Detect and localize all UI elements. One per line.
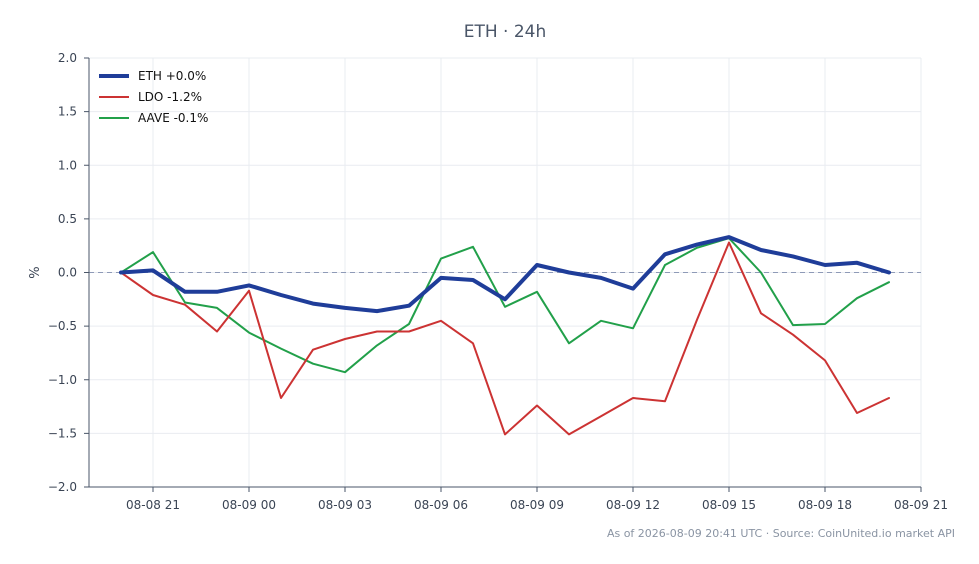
y-tick-label: 0.5 [58, 212, 77, 226]
y-tick-label: 0.0 [58, 266, 77, 280]
x-tick-label: 08-09 06 [414, 498, 468, 512]
y-axis-ticks: 2.0 1.5 1.0 0.5 0.0 −0.5 −1.0 −1.5 −2.0 [48, 51, 89, 494]
x-tick-label: 08-09 00 [222, 498, 276, 512]
y-tick-label: −0.5 [48, 319, 77, 333]
legend: ETH +0.0% LDO -1.2% AAVE -0.1% [99, 69, 208, 125]
source-footer: As of 2026-08-09 20:41 UTC · Source: Coi… [607, 527, 955, 540]
x-axis-ticks: 08-08 21 08-09 00 08-09 03 08-09 06 08-09 09… [126, 487, 948, 512]
y-tick-label: −1.5 [48, 426, 77, 440]
series-line-aave [120, 237, 890, 374]
x-tick-label: 08-09 15 [702, 498, 756, 512]
x-tick-label: 08-09 21 [894, 498, 948, 512]
y-tick-label: 1.5 [58, 105, 77, 119]
x-tick-label: 08-09 09 [510, 498, 564, 512]
chart-title: ETH · 24h [464, 22, 547, 42]
x-tick-label: 08-09 12 [606, 498, 660, 512]
series-line-eth [119, 235, 891, 314]
x-tick-label: 08-09 18 [798, 498, 852, 512]
y-tick-label: 2.0 [58, 51, 77, 65]
series-line-ldo [120, 241, 890, 436]
legend-entry-label: AAVE -0.1% [138, 111, 208, 125]
x-tick-label: 08-08 21 [126, 498, 180, 512]
series-lines [119, 235, 891, 436]
y-tick-label: −2.0 [48, 480, 77, 494]
legend-entry-label: LDO -1.2% [138, 90, 202, 104]
y-tick-label: −1.0 [48, 373, 77, 387]
legend-entry-label: ETH +0.0% [138, 69, 206, 83]
x-tick-label: 08-09 03 [318, 498, 372, 512]
y-axis-label: % [28, 266, 43, 278]
y-tick-label: 1.0 [58, 158, 77, 172]
